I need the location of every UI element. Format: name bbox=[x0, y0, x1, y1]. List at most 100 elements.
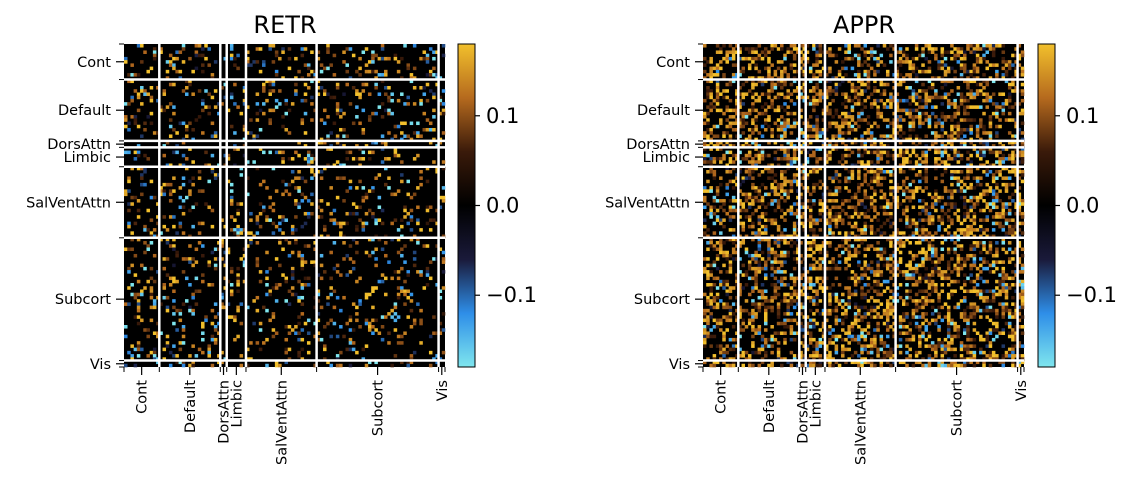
heatmap-cell bbox=[751, 47, 755, 51]
heatmap-cell bbox=[265, 215, 269, 219]
heatmap-cell bbox=[406, 295, 410, 300]
heatmap-cell bbox=[866, 131, 871, 135]
heatmap-cell bbox=[329, 363, 333, 368]
heatmap-cell bbox=[995, 182, 999, 187]
heatmap-cell bbox=[844, 234, 848, 239]
heatmap-cell bbox=[879, 92, 884, 96]
heatmap-cell bbox=[988, 115, 993, 119]
heatmap-cell bbox=[979, 105, 983, 109]
heatmap-cell bbox=[876, 253, 880, 258]
heatmap-cell bbox=[860, 228, 864, 232]
heatmap-cell bbox=[329, 334, 333, 339]
heatmap-cell bbox=[914, 189, 919, 193]
heatmap-cell bbox=[441, 350, 446, 355]
heatmap-cell bbox=[294, 76, 298, 80]
heatmap-cell bbox=[812, 134, 816, 138]
heatmap-cell bbox=[841, 111, 845, 116]
heatmap-cell bbox=[985, 131, 989, 135]
heatmap-cell bbox=[863, 173, 868, 177]
heatmap-cell bbox=[760, 111, 765, 116]
heatmap-cell bbox=[815, 182, 819, 187]
heatmap-cell bbox=[975, 179, 980, 184]
heatmap-cell bbox=[763, 153, 768, 158]
heatmap-cell bbox=[792, 292, 797, 297]
heatmap-cell bbox=[857, 73, 861, 77]
heatmap-cell bbox=[754, 50, 758, 54]
heatmap-cell bbox=[367, 328, 372, 332]
heatmap-cell bbox=[924, 186, 928, 190]
heatmap-cell bbox=[998, 199, 1002, 203]
heatmap-cell bbox=[953, 157, 957, 161]
heatmap-cell bbox=[210, 321, 215, 326]
heatmap-cell bbox=[441, 166, 446, 171]
heatmap-cell bbox=[828, 221, 832, 226]
heatmap-cell bbox=[709, 160, 713, 164]
heatmap-cell bbox=[751, 60, 755, 64]
heatmap-cell bbox=[770, 102, 774, 106]
heatmap-cell bbox=[857, 215, 861, 219]
heatmap-cell bbox=[898, 241, 903, 245]
heatmap-cell bbox=[780, 47, 784, 51]
heatmap-cell bbox=[963, 134, 967, 138]
heatmap-cell bbox=[995, 131, 999, 135]
heatmap-cell bbox=[773, 257, 778, 261]
heatmap-cell bbox=[946, 224, 951, 229]
heatmap-cell bbox=[818, 44, 823, 48]
heatmap-cell bbox=[728, 208, 733, 213]
heatmap-cell bbox=[975, 166, 980, 171]
heatmap-cell bbox=[815, 292, 819, 297]
heatmap-cell bbox=[828, 140, 832, 145]
heatmap-cell bbox=[1014, 263, 1018, 268]
heatmap-cell bbox=[210, 134, 215, 138]
heatmap-cell bbox=[165, 344, 170, 348]
heatmap-cell bbox=[706, 257, 710, 261]
heatmap-cell bbox=[400, 218, 404, 222]
heatmap-cell bbox=[323, 224, 327, 229]
heatmap-cell bbox=[918, 250, 922, 255]
heatmap-cell bbox=[738, 134, 742, 138]
heatmap-cell bbox=[735, 199, 739, 203]
heatmap-cell bbox=[168, 124, 173, 129]
heatmap-cell bbox=[127, 189, 131, 193]
heatmap-cell bbox=[918, 263, 922, 268]
heatmap-cell bbox=[847, 137, 851, 142]
heatmap-cell bbox=[403, 215, 407, 219]
heatmap-cell bbox=[982, 289, 986, 294]
heatmap-cell bbox=[876, 218, 880, 222]
heatmap-cell bbox=[728, 137, 733, 142]
heatmap-cell bbox=[773, 150, 778, 155]
heatmap-cell bbox=[869, 202, 874, 206]
heatmap-cell bbox=[722, 131, 726, 135]
heatmap-cell bbox=[902, 234, 906, 239]
heatmap-cell bbox=[873, 98, 877, 103]
heatmap-cell bbox=[776, 202, 781, 206]
heatmap-cell bbox=[828, 92, 832, 96]
heatmap-cell bbox=[197, 189, 202, 193]
heatmap-cell bbox=[953, 189, 957, 193]
heatmap-cell bbox=[953, 147, 957, 151]
heatmap-cell bbox=[712, 276, 717, 281]
heatmap-cell bbox=[191, 308, 195, 313]
heatmap-cell bbox=[918, 137, 922, 142]
heatmap-cell bbox=[754, 189, 758, 193]
heatmap-cell bbox=[351, 53, 356, 58]
heatmap-cell bbox=[316, 169, 321, 174]
heatmap-cell bbox=[892, 147, 896, 151]
heatmap-cell bbox=[831, 215, 835, 219]
heatmap-cell bbox=[828, 50, 832, 54]
heatmap-cell bbox=[934, 53, 938, 58]
heatmap-cell bbox=[133, 273, 138, 277]
heatmap-cell bbox=[802, 131, 807, 135]
heatmap-cell bbox=[432, 115, 436, 119]
heatmap-cell bbox=[1020, 160, 1025, 164]
heatmap-cell bbox=[783, 189, 787, 193]
heatmap-cell bbox=[738, 189, 742, 193]
heatmap-cell bbox=[751, 286, 755, 290]
heatmap-cell bbox=[969, 44, 973, 48]
heatmap-cell bbox=[335, 354, 340, 358]
heatmap-cell bbox=[735, 257, 739, 261]
heatmap-cell bbox=[229, 195, 234, 200]
heatmap-cell bbox=[873, 176, 877, 180]
heatmap-cell bbox=[802, 205, 807, 210]
heatmap-cell bbox=[898, 147, 903, 151]
